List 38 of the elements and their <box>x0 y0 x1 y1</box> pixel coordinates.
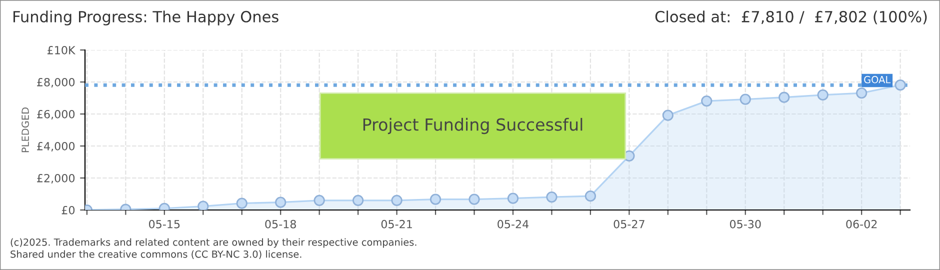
y-axis-title: PLEDGED <box>22 108 29 152</box>
text: (c)2025. Trademarks and related content are owned by their respective companies. <box>10 238 416 248</box>
x-tick-label: 05-18 <box>265 220 296 228</box>
y-tick-label: £0 <box>62 206 75 214</box>
point <box>740 94 751 105</box>
annotation: Project Funding Successful <box>363 118 582 134</box>
x-tick-label: 05-21 <box>381 220 412 228</box>
text: Shared under the creative commons (CC BY-NC 3.0) license. <box>10 250 302 259</box>
chart-title: Funding Progress: The Happy Ones <box>14 10 278 26</box>
point <box>817 89 828 101</box>
point <box>546 191 558 203</box>
point <box>236 198 248 209</box>
point <box>856 87 868 99</box>
y-tick-label: £4,000 <box>37 142 75 152</box>
point <box>701 95 712 107</box>
x-tick-label: 06-02 <box>846 220 877 228</box>
y-tick-label: £2,000 <box>37 174 75 184</box>
point <box>314 194 325 206</box>
y-tick-label: £8,000 <box>37 78 75 88</box>
point <box>391 194 402 206</box>
point <box>894 79 906 91</box>
point <box>662 110 674 121</box>
x-tick-label: 05-27 <box>614 220 644 228</box>
point <box>468 194 480 205</box>
x-tick-label: 05-24 <box>498 220 529 228</box>
point <box>198 200 209 210</box>
point <box>507 192 519 204</box>
point <box>584 190 596 202</box>
y-tick-label: £10K <box>47 46 76 54</box>
point <box>275 196 286 208</box>
chart-subtitle: Closed at: £7,810 / £7,802 (100%) <box>655 10 927 24</box>
point <box>430 194 442 205</box>
point <box>778 92 790 103</box>
x-tick-label: 05-15 <box>148 220 180 228</box>
y-tick-label: £6,000 <box>37 110 75 120</box>
ref-line-label: GOAL <box>864 76 891 84</box>
point <box>352 194 364 206</box>
x-tick-label: 05-30 <box>730 220 761 228</box>
